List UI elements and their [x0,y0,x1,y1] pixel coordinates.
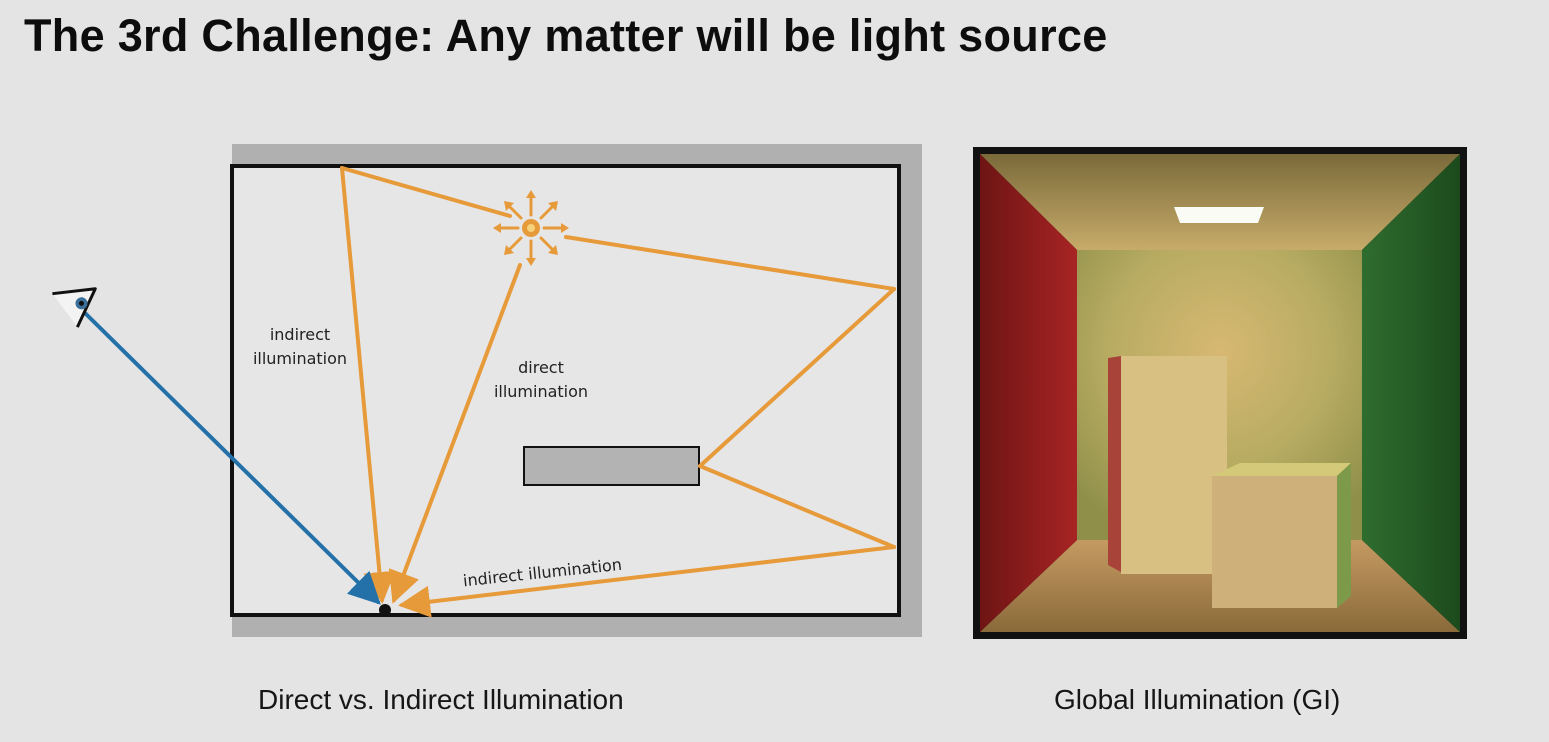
right-wall [1362,154,1460,632]
ray-wall-to-point [398,545,896,618]
ray-light-to-wall [564,235,896,291]
cornell-box-render [973,147,1467,639]
illumination-diagram: indirect illumination direct illuminatio… [52,144,922,637]
caption-global-illumination: Global Illumination (GI) [1054,684,1341,715]
shading-point [379,604,391,616]
label-direct-2: illumination [494,382,588,401]
short-box-top [1212,463,1351,476]
left-wall [980,154,1077,632]
occluder-block [523,446,700,486]
tall-box-front [1121,356,1227,574]
ceiling-light [1174,207,1264,223]
label-direct: direct [518,358,564,377]
label-indirect-left: indirect [270,325,330,344]
ceiling [980,154,1460,250]
ray-light-to-ceiling [340,166,512,218]
room-box [230,164,901,617]
ray-ceiling-to-point [340,166,396,604]
tall-box-side [1108,356,1121,572]
light-rays [340,166,896,618]
ray-wall-to-block [698,287,896,468]
short-box-front [1212,476,1337,608]
short-box-side [1337,463,1351,608]
eye-icon [52,287,97,328]
ray-direct [388,263,522,604]
ray-block-to-wall [698,464,896,549]
light-source-icon [493,190,569,266]
caption-direct-vs-indirect: Direct vs. Indirect Illumination [258,684,624,715]
eye-ray [84,312,381,605]
slide-title: The 3rd Challenge: Any matter will be li… [24,10,1108,61]
label-indirect-left-2: illumination [253,349,347,368]
